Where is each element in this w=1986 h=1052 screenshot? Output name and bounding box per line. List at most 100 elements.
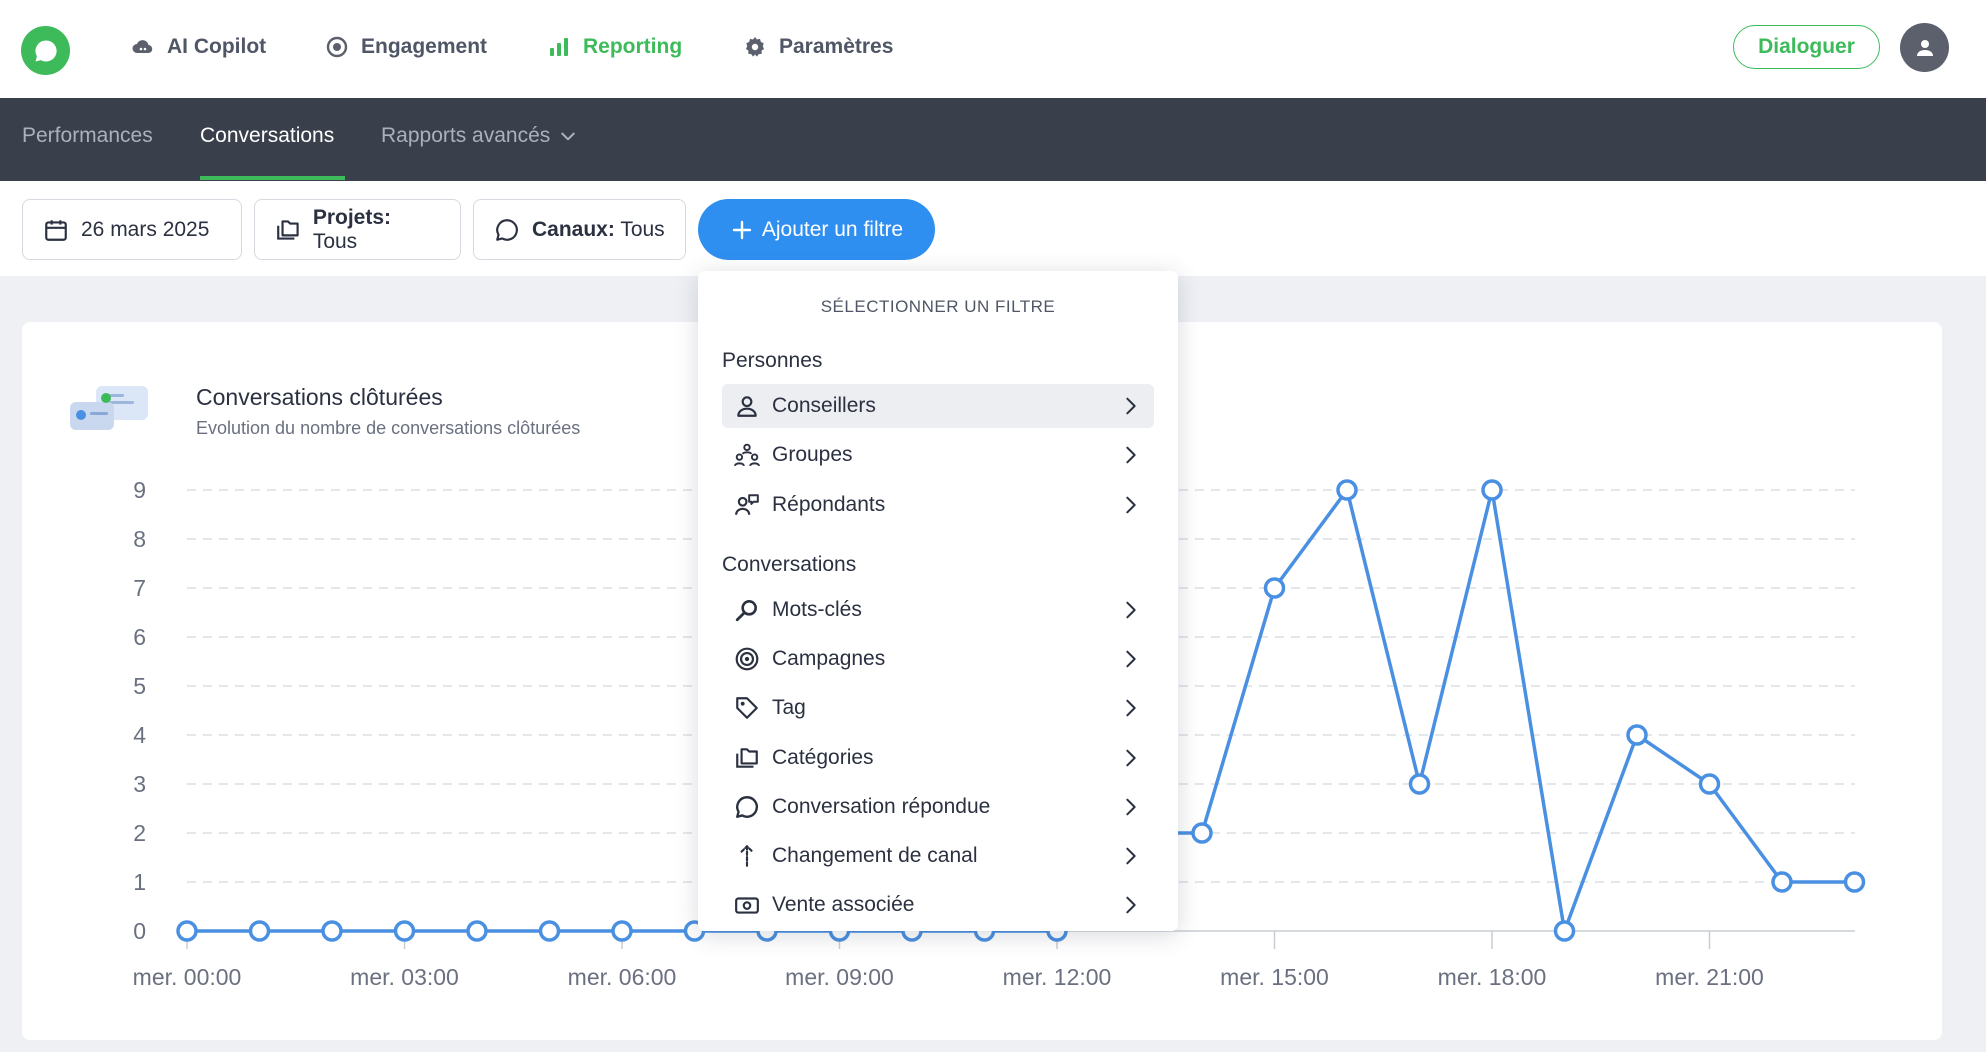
target-icon: [326, 36, 348, 58]
chat-logo-icon: [34, 39, 57, 61]
chevron-right-icon: [1126, 749, 1136, 767]
x-tick-label: mer. 12:00: [1003, 964, 1112, 990]
x-tick-label: mer. 09:00: [785, 964, 894, 990]
topnav-reporting[interactable]: Reporting: [547, 30, 682, 64]
filter-item-categories[interactable]: Catégories: [722, 736, 1154, 780]
chevron-down-icon: [561, 132, 576, 141]
group-icon: [734, 443, 760, 467]
chat-bubble-icon: [736, 796, 759, 818]
canaux-value: Tous: [620, 217, 665, 241]
x-tick-label: mer. 15:00: [1220, 964, 1329, 990]
x-tick-label: mer. 06:00: [568, 964, 677, 990]
dialoguer-button[interactable]: Dialoguer: [1733, 25, 1880, 69]
search-icon: [735, 600, 757, 622]
tab-label: Performances: [22, 124, 153, 147]
y-tick-label: 3: [133, 771, 146, 797]
plus-icon: [732, 220, 752, 239]
chevron-right-icon: [1126, 601, 1136, 619]
user-avatar[interactable]: [1900, 23, 1949, 72]
data-point[interactable]: [1263, 577, 1286, 599]
app-logo[interactable]: [21, 26, 70, 75]
data-point[interactable]: [611, 920, 633, 942]
data-point[interactable]: [1191, 822, 1213, 844]
series-line: [187, 488, 1855, 933]
y-tick-label: 2: [133, 820, 146, 846]
cloud-icon: [132, 40, 153, 54]
projets-label: Projets:: [312, 205, 392, 229]
topnav-parametres[interactable]: Paramètres: [743, 30, 893, 64]
y-tick-label: 9: [133, 477, 146, 503]
filter-dropdown: SÉLECTIONNER UN FILTRE Personnes Conseil…: [698, 271, 1178, 931]
data-point[interactable]: [466, 920, 488, 942]
filter-item-conseillers[interactable]: Conseillers: [722, 384, 1154, 428]
projets-filter-chip[interactable]: Projets: Tous: [254, 199, 461, 260]
filter-item-tag[interactable]: Tag: [722, 686, 1154, 730]
chevron-right-icon: [1126, 650, 1136, 668]
data-point[interactable]: [1481, 479, 1503, 501]
filter-item-changement-de-canal[interactable]: Changement de canal: [722, 834, 1154, 878]
chevron-right-icon: [1126, 397, 1136, 415]
y-tick-label: 1: [133, 869, 146, 895]
filter-item-label: Changement de canal: [772, 844, 978, 867]
filter-item-campagnes[interactable]: Campagnes: [722, 637, 1154, 681]
filter-item-mots-cles[interactable]: Mots-clés: [722, 588, 1154, 632]
sale-icon: [735, 897, 759, 914]
y-tick-label: 7: [133, 575, 146, 601]
data-point[interactable]: [1408, 773, 1431, 795]
filter-item-label: Vente associée: [772, 893, 915, 916]
tab-conversations[interactable]: Conversations: [200, 124, 334, 148]
canaux-filter-chip[interactable]: Canaux: Tous: [473, 199, 686, 260]
data-point[interactable]: [1771, 871, 1793, 893]
data-point[interactable]: [538, 920, 561, 942]
tab-label: Rapports avancés: [381, 124, 551, 147]
filter-item-label: Répondants: [772, 493, 886, 516]
tab-label: Conversations: [200, 124, 335, 147]
card-title: Conversations clôturées: [196, 384, 443, 410]
data-point[interactable]: [1553, 920, 1576, 942]
group-conversations-heading: Conversations: [722, 553, 857, 576]
folders-icon: [277, 219, 299, 240]
sub-navigation: Performances Conversations Rapports avan…: [0, 98, 1986, 181]
filter-item-conversation-repondue[interactable]: Conversation répondue: [722, 785, 1154, 829]
add-filter-button[interactable]: Ajouter un filtre: [698, 199, 935, 260]
data-point[interactable]: [1843, 871, 1866, 893]
data-point[interactable]: [321, 920, 343, 942]
tab-performances[interactable]: Performances: [22, 124, 153, 148]
data-point[interactable]: [248, 920, 271, 942]
topnav-engagement[interactable]: Engagement: [325, 30, 487, 64]
filter-item-label: Mots-clés: [772, 598, 862, 621]
date-filter-chip[interactable]: 26 mars 2025: [22, 199, 242, 260]
x-tick-label: mer. 00:00: [133, 964, 242, 990]
filter-item-repondants[interactable]: Répondants: [722, 483, 1154, 527]
topnav-ai-copilot[interactable]: AI Copilot: [131, 30, 266, 64]
filter-item-label: Conversation répondue: [772, 795, 991, 818]
y-tick-label: 4: [133, 722, 146, 748]
add-filter-label: Ajouter un filtre: [761, 217, 904, 241]
chevron-right-icon: [1126, 798, 1136, 816]
topnav-label: AI Copilot: [167, 35, 267, 58]
data-point[interactable]: [1698, 773, 1721, 795]
filter-item-vente-associee[interactable]: Vente associée: [722, 883, 1154, 927]
data-point[interactable]: [393, 920, 416, 942]
data-point[interactable]: [1336, 479, 1358, 501]
channel-change-icon: [740, 845, 754, 867]
tab-rapports-avances[interactable]: Rapports avancés: [381, 124, 578, 148]
filter-item-label: Conseillers: [772, 394, 876, 417]
filter-item-groupes[interactable]: Groupes: [722, 433, 1154, 477]
target-icon: [735, 647, 759, 671]
data-point[interactable]: [176, 920, 198, 942]
bar-chart-icon: [550, 38, 568, 56]
topnav-label: Reporting: [583, 35, 683, 58]
respondent-icon: [735, 494, 759, 515]
filter-bar: 26 mars 2025 Projets: Tous Canaux: Tous …: [0, 181, 1986, 276]
chevron-right-icon: [1126, 896, 1136, 914]
y-tick-label: 6: [133, 624, 146, 650]
tag-icon: [736, 697, 758, 719]
chat-bubble-icon: [496, 218, 518, 241]
y-tick-label: 0: [133, 918, 146, 944]
dropdown-header: SÉLECTIONNER UN FILTRE: [820, 297, 1056, 316]
card-subtitle: Evolution du nombre de conversations clô…: [196, 418, 581, 438]
chevron-right-icon: [1126, 847, 1136, 865]
filter-item-label: Campagnes: [772, 647, 886, 670]
data-point[interactable]: [1626, 724, 1648, 746]
